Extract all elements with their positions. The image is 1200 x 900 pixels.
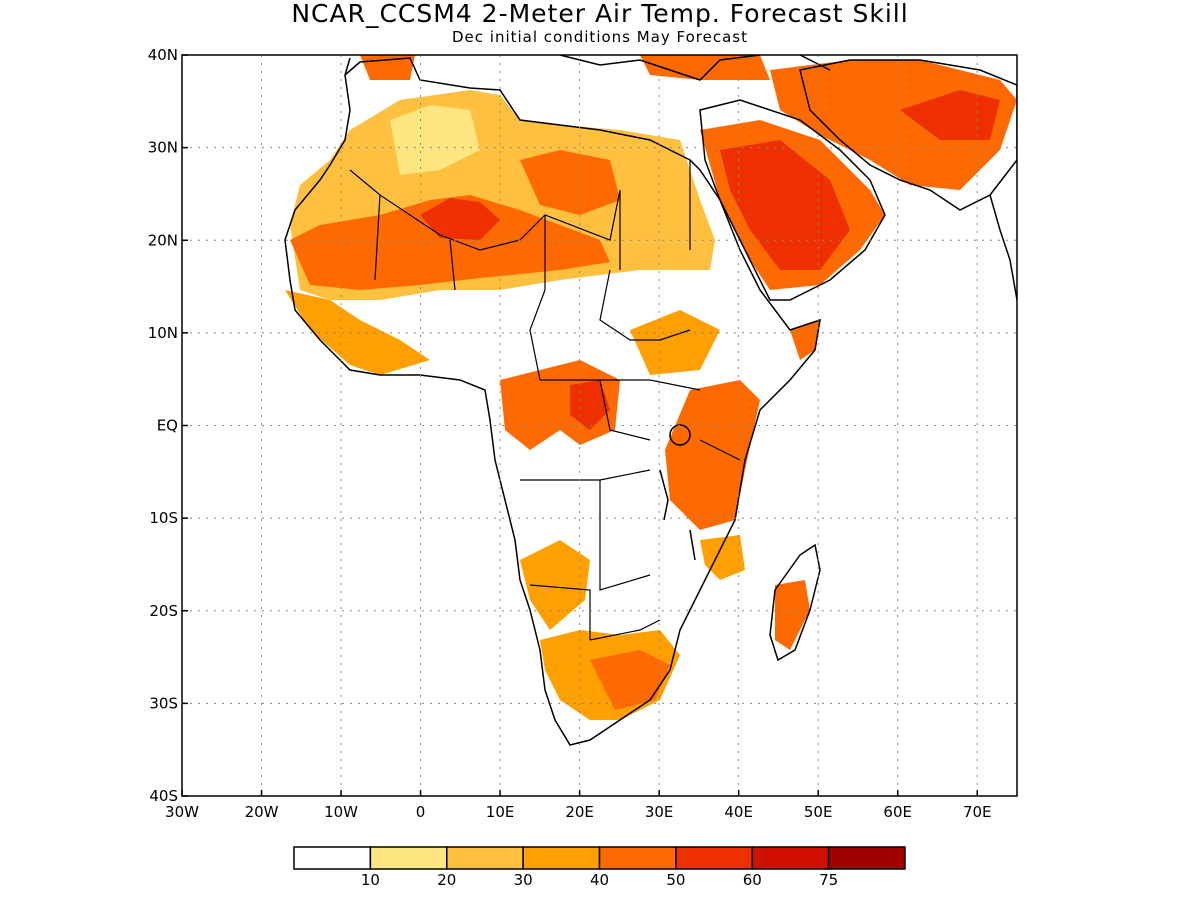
skill-region-libya (520, 150, 620, 215)
lon-tick-label: 20E (565, 803, 594, 821)
colorbar-label: 20 (437, 871, 456, 889)
map-title: NCAR_CCSM4 2-Meter Air Temp. Forecast Sk… (291, 0, 909, 28)
skill-region-sahara-peak (420, 198, 500, 240)
lat-tick-label: EQ (157, 417, 178, 435)
map-subtitle: Dec initial conditions May Forecast (452, 28, 748, 46)
skill-region-ethiopia (630, 310, 720, 375)
colorbar: 10 20 30 40 50 60 75 (293, 846, 906, 889)
skill-region-turkey (640, 55, 770, 80)
lat-tick-label: 10N (148, 324, 178, 342)
colorbar-swatch (598, 846, 677, 870)
colorbar-swatch (751, 846, 830, 870)
lon-tick-label: 70E (963, 803, 992, 821)
skill-region-west-coast (285, 290, 430, 375)
skill-region-madagascar (775, 580, 810, 650)
lat-tick-label: 30S (149, 694, 178, 712)
latitude-axis: 40N 30N 20N 10N EQ 10S 20S 30S 40S (148, 46, 188, 805)
lon-tick-label: 20W (245, 803, 279, 821)
colorbar-label: 75 (819, 871, 838, 889)
skill-region-angola (520, 540, 590, 630)
arabia-coastline (699, 99, 886, 301)
skill-region-sahara-light (390, 105, 480, 175)
skill-region-east-africa (665, 380, 760, 530)
colorbar-swatch (522, 846, 601, 870)
lake-malawi (689, 529, 696, 561)
colorbar-label: 40 (590, 871, 609, 889)
colorbar-label: 50 (666, 871, 685, 889)
africa-coastline (284, 57, 821, 746)
skill-region-iran-peak (900, 90, 1000, 140)
india-coastline (989, 194, 1017, 301)
graticule (182, 55, 1017, 796)
madagascar-coastline (769, 543, 821, 662)
colorbar-label: 10 (361, 871, 380, 889)
lon-tick-label: 10E (486, 803, 515, 821)
lon-tick-label: 60E (883, 803, 912, 821)
colorbar-swatch (369, 846, 448, 870)
lon-tick-label: 0 (416, 803, 426, 821)
lat-tick-label: 40S (149, 787, 178, 805)
colorbar-swatch (293, 846, 372, 870)
lon-tick-label: 40E (724, 803, 753, 821)
lat-tick-label: 20N (148, 231, 178, 249)
country-borders (349, 160, 741, 641)
lon-tick-label: 50E (804, 803, 833, 821)
colorbar-swatch (446, 846, 524, 870)
skill-shading (285, 55, 1017, 720)
skill-region-somalia (790, 320, 820, 360)
lat-tick-label: 40N (148, 46, 178, 64)
lon-tick-label: 30W (165, 803, 199, 821)
lon-tick-label: 30E (645, 803, 674, 821)
lat-tick-label: 10S (149, 509, 178, 527)
colorbar-swatch (827, 846, 906, 870)
skill-region-south-africa-peak (590, 650, 670, 710)
europe-coastline (344, 55, 831, 81)
longitude-axis: 30W 20W 10W 0 10E 20E 30E 40E 50E 60E 70E (165, 790, 992, 821)
map-field (284, 55, 1017, 746)
colorbar-label: 60 (743, 871, 762, 889)
iran-coastline (799, 59, 1017, 211)
lat-tick-label: 30N (148, 139, 178, 157)
skill-region-mozambique (700, 535, 745, 580)
colorbar-label: 30 (514, 871, 533, 889)
lake-tanganyika (659, 469, 669, 521)
colorbar-swatch (675, 846, 753, 870)
skill-region-arabia-peak (720, 140, 850, 270)
coastlines (284, 55, 1017, 746)
lon-tick-label: 10W (324, 803, 358, 821)
lat-tick-label: 20S (149, 602, 178, 620)
